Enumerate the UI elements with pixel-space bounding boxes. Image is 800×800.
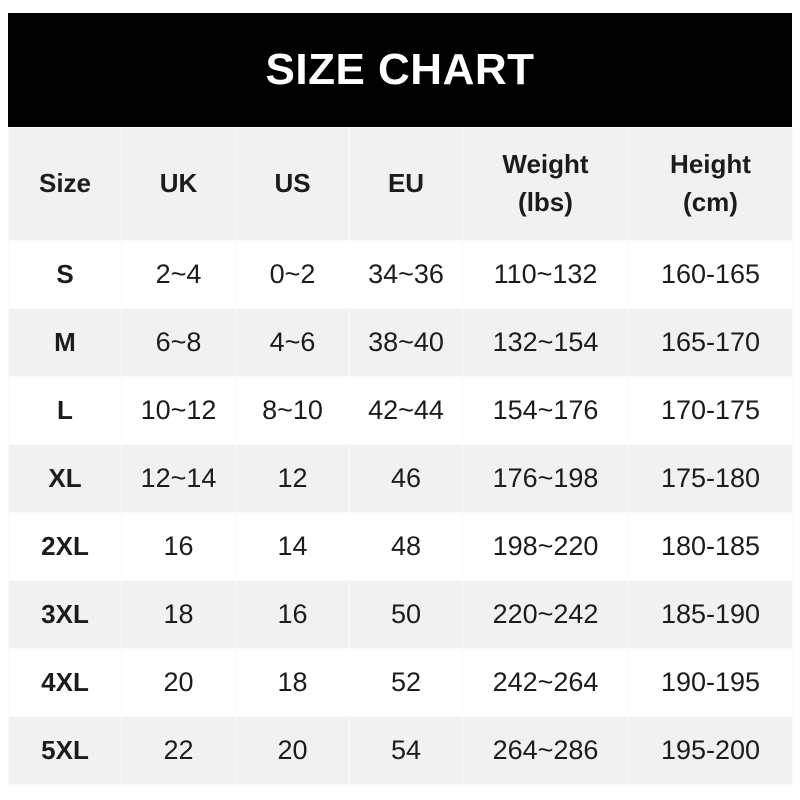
column-header-label: EU <box>387 168 425 199</box>
column-header-label: Size <box>38 168 92 199</box>
cell-height: 170-175 <box>628 376 793 445</box>
column-header-label: US <box>274 168 311 199</box>
cell-height: 185-190 <box>628 580 793 649</box>
column-header-size: Size <box>8 127 122 241</box>
cell-size: L <box>8 376 122 445</box>
table-row: XL 12~14 12 46 176~198 175-180 <box>8 444 793 513</box>
cell-size: XL <box>8 444 122 513</box>
cell-height: 175-180 <box>628 444 793 513</box>
column-header-uk: UK <box>121 127 236 241</box>
cell-eu: 46 <box>349 444 463 513</box>
table-row: L 10~12 8~10 42~44 154~176 170-175 <box>8 376 793 445</box>
cell-uk: 10~12 <box>121 376 236 445</box>
cell-eu: 52 <box>349 648 463 717</box>
cell-uk: 16 <box>121 512 236 581</box>
cell-height: 190-195 <box>628 648 793 717</box>
cell-weight: 242~264 <box>462 648 629 717</box>
cell-height: 195-200 <box>628 716 793 785</box>
column-header-label: Height <box>670 149 751 180</box>
cell-eu: 42~44 <box>349 376 463 445</box>
cell-weight: 220~242 <box>462 580 629 649</box>
cell-size: M <box>8 308 122 377</box>
cell-eu: 48 <box>349 512 463 581</box>
cell-uk: 20 <box>121 648 236 717</box>
table-row: M 6~8 4~6 38~40 132~154 165-170 <box>8 308 793 377</box>
chart-title: SIZE CHART <box>8 13 792 127</box>
cell-us: 18 <box>235 648 350 717</box>
size-chart: SIZE CHART Size UK US EU Weight (lbs) Height (c… <box>8 13 793 785</box>
cell-weight: 132~154 <box>462 308 629 377</box>
table-row: 4XL 20 18 52 242~264 190-195 <box>8 648 793 717</box>
cell-us: 8~10 <box>235 376 350 445</box>
cell-size: 2XL <box>8 512 122 581</box>
cell-uk: 6~8 <box>121 308 236 377</box>
cell-us: 0~2 <box>235 240 350 309</box>
cell-uk: 18 <box>121 580 236 649</box>
cell-weight: 110~132 <box>462 240 629 309</box>
cell-weight: 198~220 <box>462 512 629 581</box>
table-row: 2XL 16 14 48 198~220 180-185 <box>8 512 793 581</box>
cell-size: S <box>8 240 122 309</box>
cell-uk: 22 <box>121 716 236 785</box>
cell-eu: 54 <box>349 716 463 785</box>
cell-height: 165-170 <box>628 308 793 377</box>
cell-us: 12 <box>235 444 350 513</box>
cell-weight: 154~176 <box>462 376 629 445</box>
cell-us: 4~6 <box>235 308 350 377</box>
column-header-us: US <box>235 127 350 241</box>
cell-eu: 34~36 <box>349 240 463 309</box>
cell-height: 180-185 <box>628 512 793 581</box>
cell-weight: 176~198 <box>462 444 629 513</box>
cell-uk: 12~14 <box>121 444 236 513</box>
column-header-height: Height (cm) <box>628 127 793 241</box>
column-header-label: UK <box>159 168 198 199</box>
cell-weight: 264~286 <box>462 716 629 785</box>
cell-size: 4XL <box>8 648 122 717</box>
cell-size: 3XL <box>8 580 122 649</box>
cell-us: 16 <box>235 580 350 649</box>
column-header-weight: Weight (lbs) <box>462 127 629 241</box>
cell-eu: 50 <box>349 580 463 649</box>
cell-us: 14 <box>235 512 350 581</box>
column-header-unit: (lbs) <box>518 187 573 217</box>
size-table: Size UK US EU Weight (lbs) Height (cm) S 2~4 0~2 3… <box>8 127 793 785</box>
cell-eu: 38~40 <box>349 308 463 377</box>
table-row: S 2~4 0~2 34~36 110~132 160-165 <box>8 240 793 309</box>
cell-size: 5XL <box>8 716 122 785</box>
column-header-unit: (cm) <box>683 187 738 217</box>
column-header-label: Weight <box>502 149 589 180</box>
table-row: 5XL 22 20 54 264~286 195-200 <box>8 716 793 785</box>
cell-height: 160-165 <box>628 240 793 309</box>
cell-us: 20 <box>235 716 350 785</box>
table-row: 3XL 18 16 50 220~242 185-190 <box>8 580 793 649</box>
cell-uk: 2~4 <box>121 240 236 309</box>
column-header-eu: EU <box>349 127 463 241</box>
header-row: Size UK US EU Weight (lbs) Height (cm) <box>8 127 793 241</box>
